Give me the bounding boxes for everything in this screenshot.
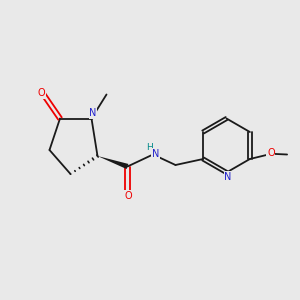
Text: O: O bbox=[37, 88, 45, 98]
Text: N: N bbox=[224, 172, 232, 182]
Text: H: H bbox=[146, 143, 153, 152]
Text: N: N bbox=[89, 108, 97, 118]
Text: O: O bbox=[267, 148, 275, 158]
Text: O: O bbox=[124, 191, 132, 201]
Polygon shape bbox=[98, 156, 128, 169]
Text: N: N bbox=[152, 149, 159, 159]
